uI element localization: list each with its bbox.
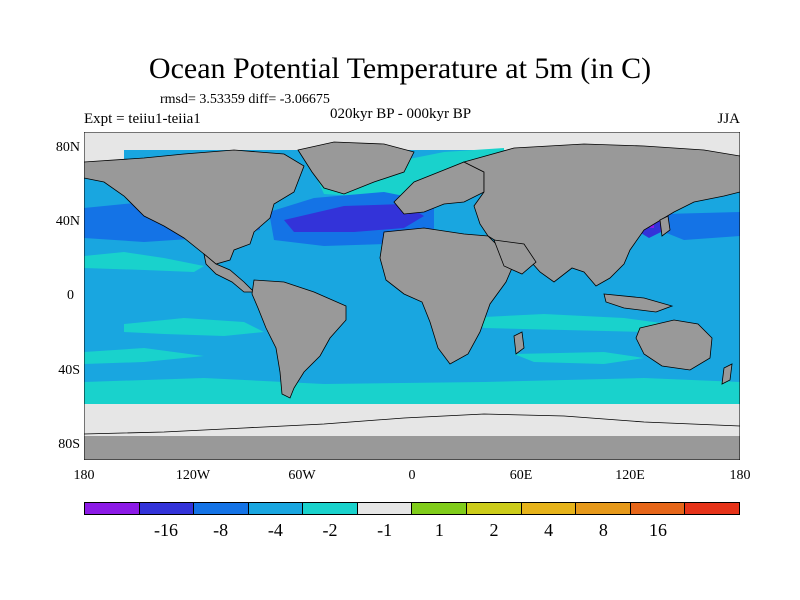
lon-label: 0 <box>408 468 416 483</box>
lat-label: 40N <box>55 214 80 229</box>
antarctica-coast <box>84 413 740 460</box>
color-legend-label: 1 <box>434 520 444 540</box>
north-america <box>84 149 305 265</box>
color-legend-swatch <box>194 503 249 514</box>
color-legend-label: 2 <box>489 520 499 540</box>
color-legend-swatch <box>85 503 140 514</box>
color-legend-label: 8 <box>598 520 608 540</box>
lon-label: 60W <box>288 468 316 483</box>
central-america <box>203 252 255 293</box>
equatorial-pacific-mild <box>124 318 264 336</box>
color-legend-label: -16 <box>154 520 178 540</box>
color-legend-swatch <box>412 503 468 514</box>
period-label: 020kyr BP - 000kyr BP <box>330 106 472 122</box>
madagascar <box>513 331 525 355</box>
lon-label: 120E <box>615 468 645 483</box>
arabia <box>493 239 537 275</box>
color-legend-swatch <box>357 503 413 514</box>
japan <box>659 215 671 237</box>
color-legend-label: -4 <box>267 520 283 540</box>
indian-ocean-mild <box>464 314 684 332</box>
lat-label: 80N <box>55 140 80 155</box>
new-zealand <box>721 363 733 385</box>
africa <box>379 227 513 365</box>
color-legend-swatch <box>248 503 304 514</box>
north-atlantic-very-cold-core <box>284 204 424 232</box>
asia <box>462 143 740 287</box>
subtropical-north-pacific-mild <box>84 252 204 272</box>
rmsd-diff-stats: rmsd= 3.53359 diff= -3.06675 <box>160 92 330 107</box>
temperature-map <box>84 132 740 460</box>
color-legend-swatch <box>685 503 739 514</box>
lat-label: 80S <box>58 437 80 452</box>
southern-ocean-mild <box>84 378 740 404</box>
lat-label: 0 <box>67 288 74 303</box>
lon-label: 180 <box>729 468 751 483</box>
greenland <box>297 141 415 195</box>
color-legend-swatch <box>576 503 631 514</box>
color-legend-swatch <box>467 503 522 514</box>
color-legend-swatch <box>303 503 358 514</box>
map-title: Ocean Potential Temperature at 5m (in C) <box>148 52 652 85</box>
lon-label: 180 <box>73 468 95 483</box>
color-legend-label: 4 <box>544 520 554 540</box>
season-label: JJA <box>717 111 740 127</box>
color-legend-label: 16 <box>649 520 667 540</box>
australia <box>635 319 713 371</box>
lon-label: 120W <box>175 468 211 483</box>
south-indian-mild <box>514 352 644 364</box>
lon-label: 60E <box>509 468 533 483</box>
experiment-label: Expt = teiiu1-teiia1 <box>84 111 201 127</box>
color-legend-bar <box>84 502 740 515</box>
color-legend-label: -1 <box>377 520 393 540</box>
lat-label: 40S <box>58 363 80 378</box>
color-legend-swatch <box>139 503 195 514</box>
color-legend-label: -8 <box>213 520 229 540</box>
color-legend-swatch <box>630 503 686 514</box>
south-america <box>251 279 347 399</box>
south-polar-gray <box>84 436 740 460</box>
color-legend-label: -2 <box>322 520 338 540</box>
indonesia <box>603 293 674 313</box>
northwest-pacific-cold <box>664 212 740 240</box>
southern-pacific-mild <box>84 348 204 364</box>
color-legend-swatch <box>521 503 577 514</box>
